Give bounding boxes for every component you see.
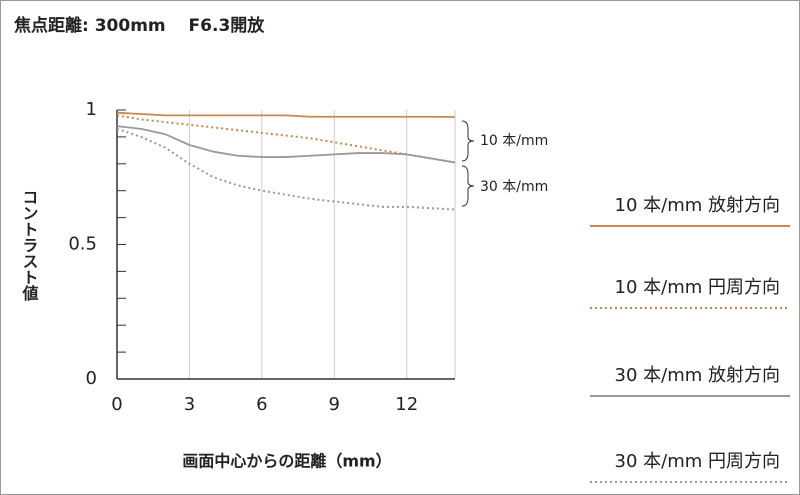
x-tick-label: 0 xyxy=(111,394,122,415)
annotation: 10 本/mm xyxy=(480,133,548,149)
x-tick-label: 9 xyxy=(329,394,340,415)
legend-label: 30 本/mm 放射方向 xyxy=(615,365,780,386)
series-line xyxy=(116,125,456,164)
brace xyxy=(461,165,475,207)
brace xyxy=(461,120,475,162)
series-line xyxy=(116,127,456,211)
y-tick-label: 0 xyxy=(86,368,97,389)
legend-label: 30 本/mm 円周方向 xyxy=(615,451,780,472)
legend-label: 10 本/mm 円周方向 xyxy=(615,277,780,298)
y-tick-label: 0.5 xyxy=(68,234,97,255)
x-axis-label: 画面中心からの距離（mm） xyxy=(182,452,391,471)
series-line xyxy=(116,114,456,164)
x-tick-label: 6 xyxy=(256,394,267,415)
y-axis-label: コントラスト値 xyxy=(20,189,40,302)
x-tick-label: 3 xyxy=(184,394,195,415)
legend-label: 10 本/mm 放射方向 xyxy=(615,195,780,216)
annotation: 30 本/mm xyxy=(480,179,548,195)
y-tick-label: 1 xyxy=(86,99,97,120)
x-tick-label: 12 xyxy=(395,394,418,415)
series-line xyxy=(116,111,456,118)
chart-title: 焦点距離: 300mm F6.3開放 xyxy=(13,15,265,36)
